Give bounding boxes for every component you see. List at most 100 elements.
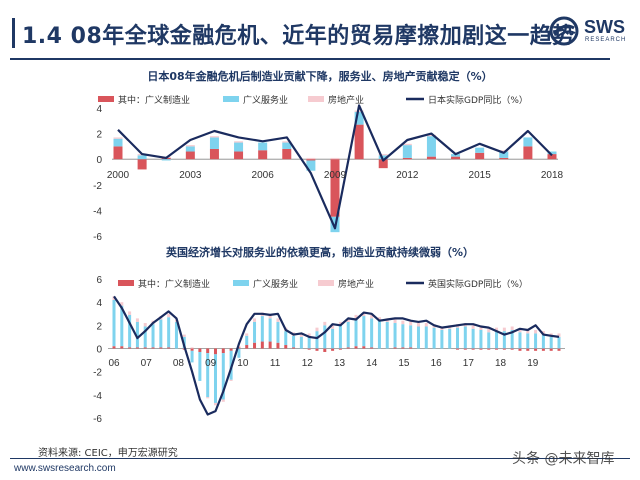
bar-manufacturing <box>541 348 545 351</box>
bar-manufacturing <box>209 148 219 160</box>
x-tick-label: 2018 <box>541 170 564 181</box>
bar-real-estate <box>135 318 139 322</box>
bar-services <box>393 323 397 348</box>
bar-manufacturing <box>229 348 233 351</box>
bar-manufacturing <box>159 347 163 349</box>
bar-manufacturing <box>495 348 499 350</box>
x-tick-label: 2000 <box>107 170 130 181</box>
bar-manufacturing <box>354 346 358 349</box>
x-tick-label: 16 <box>431 358 443 369</box>
slide-header: 1.4 08年全球金融危机、近年的贸易摩擦加剧这一趋势 SWS RESEARCH <box>0 0 640 60</box>
bar-manufacturing <box>237 347 241 349</box>
bar-manufacturing <box>523 146 533 160</box>
bar-real-estate <box>182 334 186 337</box>
bar-manufacturing <box>426 156 436 160</box>
y-tick-label: -6 <box>93 414 102 425</box>
bar-services <box>245 335 249 346</box>
bar-services <box>137 155 147 160</box>
legend-swatch <box>308 96 324 102</box>
bar-services <box>237 348 241 358</box>
bar-services <box>284 331 288 346</box>
bar-manufacturing <box>487 348 491 350</box>
bar-manufacturing <box>213 348 217 355</box>
bar-services <box>534 333 538 349</box>
bar-services <box>135 321 139 348</box>
x-tick-label: 17 <box>463 358 475 369</box>
bar-manufacturing <box>315 348 319 351</box>
bar-manufacturing <box>245 345 249 349</box>
bar-manufacturing <box>402 157 412 160</box>
bar-manufacturing <box>292 347 296 349</box>
bar-manufacturing <box>518 348 522 351</box>
bar-services <box>213 354 217 403</box>
bar-manufacturing <box>499 157 509 160</box>
bar-manufacturing <box>258 150 268 160</box>
bar-real-estate <box>209 136 219 138</box>
bar-real-estate <box>167 313 171 318</box>
y-tick-label: 0 <box>96 155 102 166</box>
bar-manufacturing <box>206 348 210 354</box>
bar-manufacturing <box>378 159 388 169</box>
bar-services <box>323 325 327 349</box>
bar-services <box>426 136 436 157</box>
sws-logo: SWS RESEARCH <box>548 14 634 48</box>
bar-services <box>456 327 460 349</box>
bar-services <box>502 331 506 349</box>
bar-manufacturing <box>276 342 280 349</box>
bar-services <box>206 353 210 398</box>
bar-services <box>338 325 342 349</box>
x-tick-label: 11 <box>270 358 281 369</box>
bar-real-estate <box>393 319 397 324</box>
bar-services <box>448 328 452 349</box>
bar-services <box>190 350 194 363</box>
x-tick-label: 14 <box>366 358 378 369</box>
x-tick-label: 2012 <box>396 170 419 181</box>
bar-services <box>377 320 381 349</box>
bar-manufacturing <box>120 346 124 349</box>
bar-services <box>479 329 483 349</box>
bar-services <box>112 299 116 347</box>
bar-manufacturing <box>557 348 561 351</box>
bar-real-estate <box>282 141 292 143</box>
bar-services <box>331 328 335 349</box>
bar-manufacturing <box>456 348 460 350</box>
x-tick-label: 19 <box>527 358 539 369</box>
bar-services <box>253 321 257 343</box>
bar-manufacturing <box>471 348 475 350</box>
bar-manufacturing <box>151 347 155 349</box>
gdp-line <box>117 104 553 230</box>
bar-manufacturing <box>393 347 397 349</box>
bar-manufacturing <box>143 347 147 349</box>
bar-real-estate <box>487 328 491 333</box>
gdp-line <box>113 295 560 416</box>
bar-services <box>378 155 388 160</box>
bar-services <box>161 159 171 161</box>
bar-manufacturing <box>409 347 413 349</box>
bar-manufacturing <box>547 154 557 160</box>
bar-manufacturing <box>128 347 132 349</box>
y-tick-label: 4 <box>96 104 102 115</box>
bar-services <box>268 318 272 342</box>
bar-real-estate <box>307 333 311 337</box>
bar-real-estate <box>354 314 358 319</box>
x-tick-label: 2003 <box>179 170 202 181</box>
bar-services <box>307 336 311 349</box>
bar-services <box>299 336 303 349</box>
bar-real-estate <box>541 331 545 335</box>
bar-manufacturing <box>330 159 340 217</box>
bar-manufacturing <box>282 148 292 160</box>
bar-services <box>167 317 171 348</box>
bar-services <box>276 321 280 343</box>
bar-services <box>198 351 202 381</box>
bar-real-estate <box>409 321 413 326</box>
bar-real-estate <box>315 327 319 332</box>
bar-real-estate <box>330 157 340 160</box>
bar-real-estate <box>229 379 233 381</box>
bar-real-estate <box>510 326 514 330</box>
bar-real-estate <box>128 311 132 315</box>
bar-services <box>424 326 428 349</box>
x-tick-label: 08 <box>173 358 185 369</box>
bar-real-estate <box>402 143 412 146</box>
source-note: 资料来源: CEIC，申万宏源研究 <box>38 448 178 459</box>
